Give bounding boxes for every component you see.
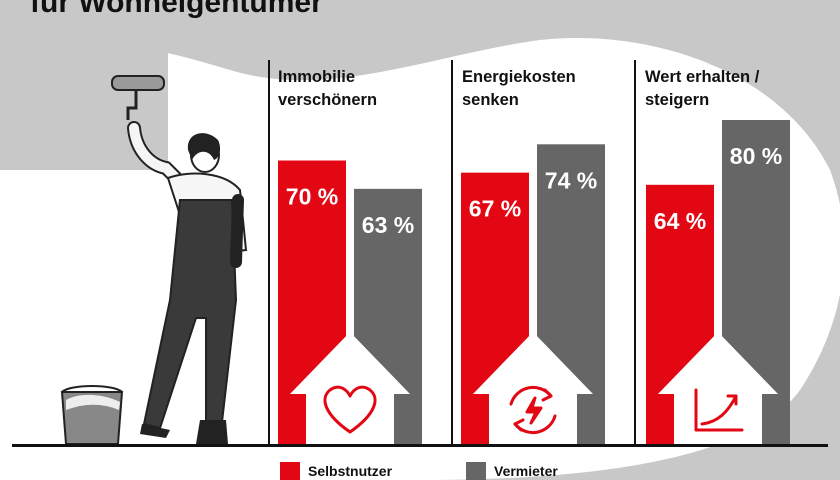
chart-title: für Wohneigentümer <box>30 0 323 19</box>
house-icon <box>290 332 410 444</box>
painter-shoe-right <box>196 420 228 444</box>
legend-label-selbstnutzer: Selbstnutzer <box>308 463 393 479</box>
chart-baseline <box>12 444 828 447</box>
data-label: 67 % <box>469 196 521 222</box>
painter-arm-raised-fill <box>129 123 181 183</box>
painter-hair <box>187 133 221 160</box>
category-label: Immobilie verschönern <box>278 68 378 109</box>
divider-2 <box>451 60 453 446</box>
divider-3 <box>634 60 636 446</box>
paint-roller-handle <box>126 90 138 120</box>
painter-figure <box>111 75 248 444</box>
data-label: 80 % <box>730 143 782 169</box>
data-label: 63 % <box>362 212 414 238</box>
legend-swatch-selbstnutzer <box>280 462 300 480</box>
legend-swatch-vermieter <box>466 462 486 480</box>
data-label: 64 % <box>654 208 706 234</box>
growth-chart-icon <box>694 388 744 432</box>
category-label: Energiekosten senken <box>462 68 576 109</box>
energy-cycle-icon <box>509 385 557 435</box>
painter-arm-down <box>230 194 244 268</box>
data-label: 74 % <box>545 167 597 193</box>
legend-vermieter: Vermieter <box>466 462 558 480</box>
house-icon <box>473 332 593 444</box>
paint-roller-head <box>111 75 165 91</box>
house-icon <box>658 332 778 444</box>
paint-edge <box>0 0 168 160</box>
heart-icon <box>323 385 377 434</box>
legend-selbstnutzer: Selbstnutzer <box>280 462 392 480</box>
divider-1 <box>268 60 270 446</box>
paint-bucket-icon <box>60 385 124 445</box>
category-label: Wert erhalten / steigern <box>645 68 760 109</box>
legend-label-vermieter: Vermieter <box>494 463 558 479</box>
painter-shoe-left <box>140 424 170 438</box>
data-label: 70 % <box>286 184 338 210</box>
